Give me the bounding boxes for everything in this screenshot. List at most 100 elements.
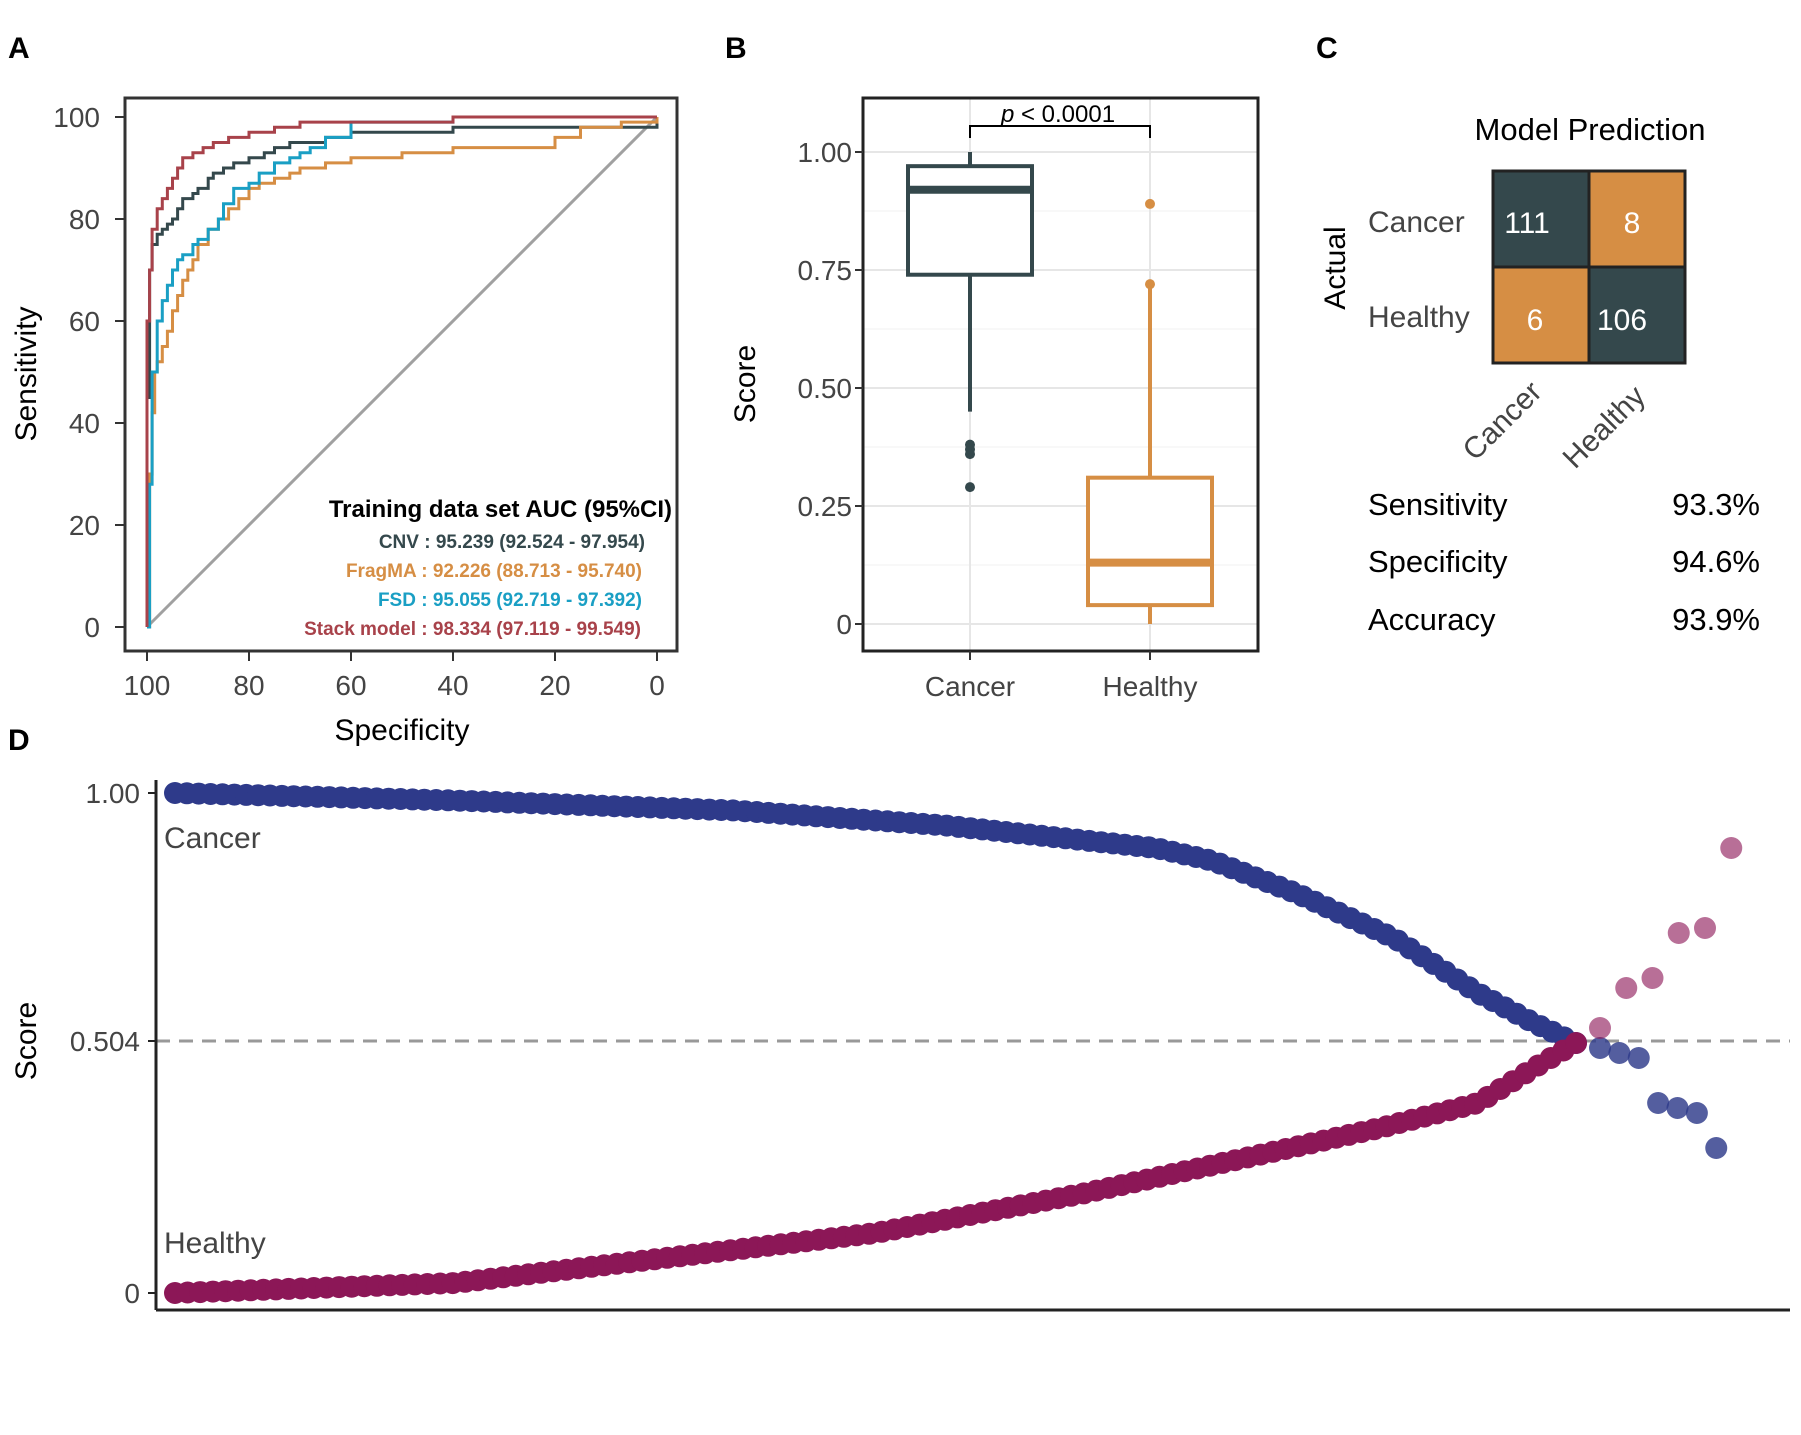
roc-y-tick: 60	[69, 306, 100, 337]
misclassified-healthy-dot	[1589, 1017, 1611, 1039]
roc-y-ticks: 0 20 40 60 80 100	[53, 102, 125, 643]
scatter-cancer-label: Cancer	[164, 822, 261, 855]
roc-curve-fsd	[147, 115, 657, 629]
panel-label-c: C	[1316, 32, 1338, 65]
roc-legend-fragma: FragMA : 92.226 (88.713 - 95.740)	[346, 561, 642, 582]
box-iqr-healthy	[1086, 475, 1214, 608]
score-scatter-panel: 1.00 0.504 0 Score Cancer Healthy	[10, 778, 1790, 1312]
box-x-tick-healthy: Healthy	[1103, 671, 1198, 702]
roc-x-tick: 20	[539, 670, 570, 701]
confusion-row-label-healthy: Healthy	[1368, 301, 1470, 334]
roc-diagonal	[145, 115, 659, 629]
roc-legend-fsd: FSD : 95.055 (92.719 - 97.392)	[378, 590, 642, 611]
confusion-value-tp: 111	[1504, 207, 1550, 240]
p-value-bracket: p < 0.0001	[969, 101, 1151, 138]
boxplot-y-ticks: 0 0.25 0.50 0.75 1.00	[798, 137, 863, 640]
panel-label-d: D	[8, 724, 30, 757]
roc-y-tick: 80	[69, 204, 100, 235]
roc-plot-frame	[123, 96, 679, 653]
roc-y-tick: 20	[69, 510, 100, 541]
boxplot-marks	[906, 152, 1214, 624]
confusion-title: Model Prediction	[1475, 112, 1706, 147]
box-outlier-cancer	[965, 482, 975, 493]
confusion-value-fn: 8	[1624, 207, 1641, 240]
boxplot-frame	[861, 96, 1260, 653]
panel-label-a: A	[8, 32, 30, 65]
roc-panel: 0 20 40 60 80 100 100 80 60 40 20 0	[10, 96, 679, 747]
box-y-axis-label: Score	[729, 345, 762, 423]
roc-legend: Training data set AUC (95%CI) CNV : 95.2…	[304, 496, 672, 640]
confusion-actual-label: Actual	[1319, 226, 1352, 309]
metric-value-sensitivity: 93.3%	[1672, 487, 1760, 522]
p-value-symbol: p	[1000, 101, 1014, 128]
misclassified-healthy-dot	[1694, 917, 1716, 939]
misclassified-score-dots	[1589, 837, 1743, 1159]
roc-y-tick: 40	[69, 408, 100, 439]
misclassified-cancer-dot	[1666, 1097, 1689, 1119]
confusion-panel: Model Prediction Actual Cancer Healthy 1…	[1319, 112, 1760, 637]
box-outlier-cancer	[965, 449, 975, 460]
misclassified-cancer-dot	[1705, 1137, 1728, 1159]
roc-x-tick: 40	[437, 670, 468, 701]
roc-x-tick: 100	[124, 670, 171, 701]
misclassified-cancer-dot	[1627, 1047, 1650, 1069]
box-x-tick-cancer: Cancer	[925, 671, 1015, 702]
p-value-label: p < 0.0001	[1000, 101, 1115, 128]
box-y-tick: 0.75	[798, 255, 853, 286]
metric-name-sensitivity: Sensitivity	[1368, 487, 1508, 522]
scatter-y-axis-label: Score	[10, 1002, 43, 1080]
roc-x-tick: 80	[233, 670, 264, 701]
scatter-y-tick: 0.504	[70, 1026, 140, 1057]
roc-x-tick: 60	[335, 670, 366, 701]
roc-curves	[145, 115, 659, 629]
metric-name-accuracy: Accuracy	[1368, 602, 1496, 637]
box-outlier-healthy	[1145, 198, 1155, 209]
confusion-cell-fp	[1491, 265, 1591, 365]
confusion-value-fp: 6	[1527, 304, 1544, 337]
confusion-row-label-cancer: Cancer	[1368, 206, 1465, 239]
misclassified-cancer-dot	[1589, 1037, 1611, 1059]
confusion-matrix: 111 8 6 106	[1491, 169, 1687, 365]
metric-name-specificity: Specificity	[1368, 544, 1508, 579]
confusion-col-label-cancer: Cancer	[1457, 375, 1549, 467]
roc-legend-stack: Stack model : 98.334 (97.119 - 99.549)	[304, 619, 641, 640]
cancer-score-dots	[164, 782, 1587, 1054]
p-value-bracket-line	[969, 125, 1151, 138]
healthy-score-dots	[164, 1032, 1587, 1304]
box-y-tick: 0	[836, 609, 852, 640]
confusion-value-tn: 106	[1597, 304, 1647, 337]
confusion-col-label-healthy: Healthy	[1557, 380, 1652, 475]
roc-curve-cnv	[145, 117, 659, 627]
confusion-cell-tn	[1587, 265, 1687, 365]
panel-label-b: B	[725, 32, 747, 65]
roc-legend-title: Training data set AUC (95%CI)	[329, 496, 672, 523]
roc-curve-stack	[145, 115, 657, 627]
misclassified-healthy-dot	[1667, 922, 1690, 944]
metric-value-accuracy: 93.9%	[1672, 602, 1760, 637]
misclassified-healthy-dot	[1641, 967, 1664, 989]
roc-curve-fragma	[147, 117, 659, 629]
misclassified-cancer-dot	[1685, 1102, 1708, 1124]
roc-x-tick: 0	[649, 670, 665, 701]
metric-value-specificity: 94.6%	[1672, 544, 1760, 579]
box-y-tick: 1.00	[798, 137, 853, 168]
misclassified-healthy-dot	[1720, 837, 1743, 859]
box-iqr-cancer	[906, 164, 1034, 277]
boxplot-panel: 0 0.25 0.50 0.75 1.00 Cancer Healthy Sco…	[729, 96, 1260, 702]
scatter-y-tick: 0	[124, 1278, 140, 1309]
roc-x-axis-label: Specificity	[334, 714, 469, 747]
p-value-threshold: < 0.0001	[1014, 101, 1115, 128]
box-y-tick: 0.50	[798, 373, 853, 404]
roc-y-tick: 0	[84, 612, 100, 643]
metrics-table: Sensitivity 93.3% Specificity 94.6% Accu…	[1368, 487, 1760, 637]
confusion-cell-tp	[1491, 169, 1591, 269]
misclassified-cancer-dot	[1647, 1092, 1670, 1114]
misclassified-cancer-dot	[1608, 1042, 1631, 1064]
box-outlier-healthy	[1145, 279, 1155, 290]
misclassified-healthy-dot	[1615, 977, 1638, 999]
roc-y-axis-label: Sensitivity	[10, 306, 43, 441]
healthy-score-dot	[1565, 1032, 1587, 1054]
box-y-tick: 0.25	[798, 491, 853, 522]
scatter-healthy-label: Healthy	[164, 1227, 266, 1260]
roc-x-ticks: 100 80 60 40 20 0	[124, 651, 665, 701]
